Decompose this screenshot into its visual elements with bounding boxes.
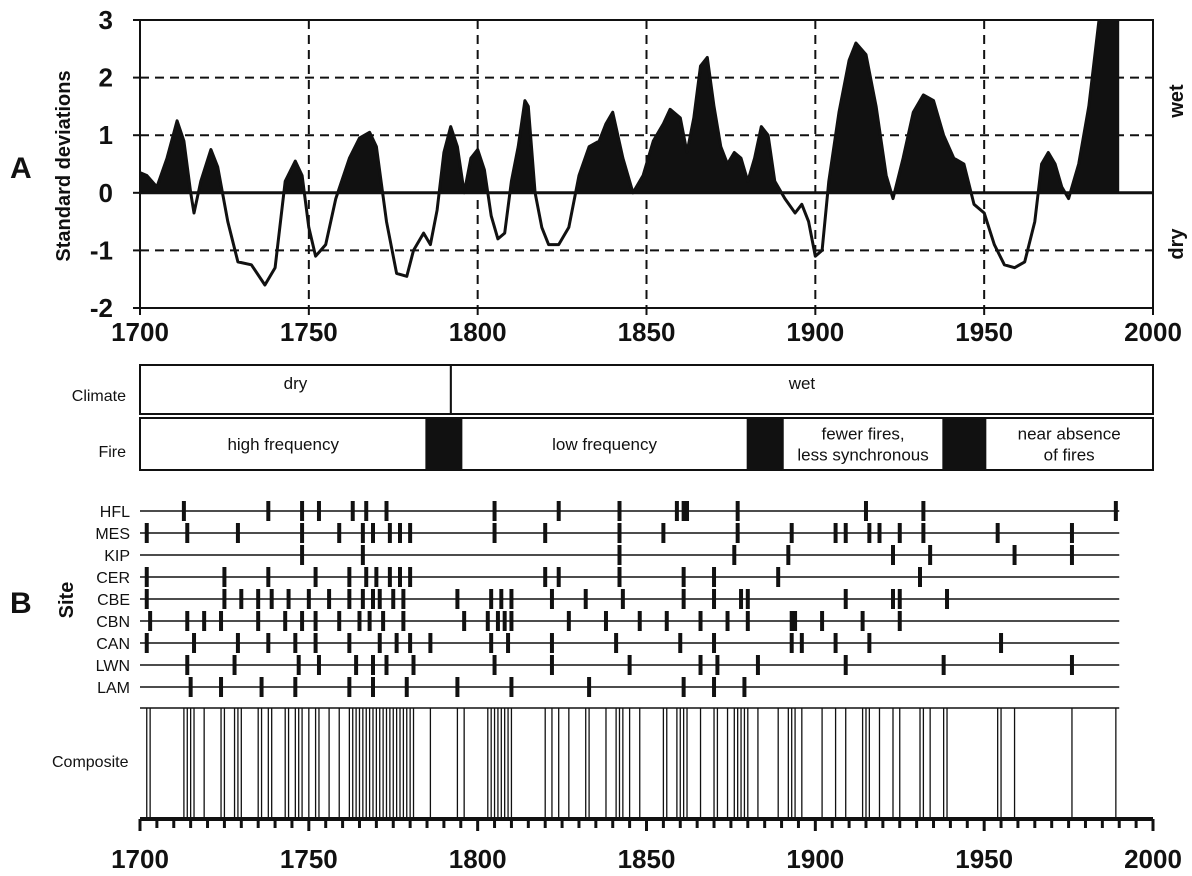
period-segment — [449, 364, 1154, 415]
site-label: KIP — [104, 548, 130, 565]
y-tick-labels: 3 2 1 0 -1 -2 — [90, 5, 113, 323]
period-segment — [942, 417, 987, 471]
x-tick-label: 1800 — [449, 844, 507, 874]
x-tick-label: 1850 — [618, 844, 676, 874]
panel-letter-a: A — [10, 152, 32, 185]
band-segments: dry wet high frequency low frequency fewer f… — [139, 364, 1155, 471]
site-axis-title: Site — [56, 582, 78, 619]
site-label: CER — [96, 570, 130, 587]
site-row-cbe: CBE — [97, 589, 1120, 609]
x-tick-label: 1850 — [618, 317, 676, 347]
period-label: near absence — [1018, 425, 1121, 444]
series — [140, 20, 1153, 287]
period-label: dry — [284, 374, 308, 393]
period-label: less synchronous — [797, 446, 928, 465]
period-bands: Climate Fire dry wet high frequency low fre… — [72, 364, 1155, 471]
x-tick-label: 1800 — [449, 317, 507, 347]
x-tick-label: 1900 — [786, 844, 844, 874]
site-row-can: CAN — [96, 633, 1120, 653]
period-segment — [984, 417, 1155, 471]
period-segment — [425, 417, 463, 471]
period-label: high frequency — [227, 435, 339, 454]
panel-b: B Site HFL MES KIP CER CBE CBN CAN LWN LAM Compo… — [10, 501, 1182, 874]
y-tick-label: 3 — [99, 5, 113, 35]
x-tick-label: 1700 — [111, 317, 169, 347]
x-tick-labels-top: 1700 1750 1800 1850 1900 1950 2000 — [111, 317, 1182, 347]
x-tick-label: 1900 — [786, 317, 844, 347]
x-tick-label: 1700 — [111, 844, 169, 874]
row-label-climate: Climate — [72, 388, 126, 405]
y-axis-title: Standard deviations — [53, 70, 75, 261]
axis-tick-marks — [133, 19, 1154, 315]
site-row-lwn: LWN — [96, 655, 1120, 675]
period-label: wet — [788, 374, 816, 393]
panel-a: A Standard deviations wet dry 3 2 1 0 -1 -2 1… — [10, 5, 1188, 347]
site-row-kip: KIP — [104, 545, 1120, 565]
site-label: CAN — [96, 636, 130, 653]
row-label-fire: Fire — [98, 444, 126, 461]
site-row-cbn: CBN — [96, 611, 1120, 631]
y-tick-label: 1 — [99, 120, 113, 150]
period-segment — [781, 417, 945, 471]
x-tick-label: 1750 — [280, 844, 338, 874]
x-tick-label: 1950 — [955, 317, 1013, 347]
y-tick-label: 2 — [99, 63, 113, 93]
site-label: CBE — [97, 592, 130, 609]
y-tick-label: -1 — [90, 235, 113, 265]
period-segment — [139, 364, 452, 415]
x-tick-label: 1750 — [280, 317, 338, 347]
site-label: LWN — [96, 658, 130, 675]
x-tick-label: 1950 — [955, 844, 1013, 874]
period-segment — [460, 417, 749, 471]
site-label: CBN — [96, 614, 130, 631]
site-label: MES — [95, 526, 130, 543]
right-label-wet: wet — [1166, 84, 1188, 119]
panel-letter-b: B — [10, 587, 32, 620]
right-label-dry: dry — [1166, 228, 1188, 260]
y-tick-label: 0 — [99, 178, 113, 208]
composite-label: Composite — [52, 754, 129, 771]
period-label: fewer fires, — [822, 425, 905, 444]
site-row-hfl: HFL — [100, 501, 1120, 521]
site-row-lam: LAM — [97, 677, 1120, 697]
bottom-axis: 1700 1750 1800 1850 1900 1950 2000 — [111, 817, 1182, 874]
y-tick-label: -2 — [90, 293, 113, 323]
composite-record — [140, 707, 1120, 818]
period-label: of fires — [1044, 446, 1095, 465]
x-tick-label: 2000 — [1124, 317, 1182, 347]
positive-anomaly-fill — [140, 20, 1120, 193]
anomaly-line — [140, 20, 1120, 287]
x-tick-label: 2000 — [1124, 844, 1182, 874]
period-segment — [746, 417, 784, 471]
grid-lines — [140, 20, 1153, 308]
period-segment — [139, 417, 428, 471]
site-row-mes: MES — [95, 523, 1120, 543]
site-rows: HFL MES KIP CER CBE CBN CAN LWN LAM — [95, 501, 1120, 697]
site-row-cer: CER — [96, 567, 1120, 587]
period-label: low frequency — [552, 435, 657, 454]
site-label: HFL — [100, 504, 130, 521]
site-label: LAM — [97, 680, 130, 697]
